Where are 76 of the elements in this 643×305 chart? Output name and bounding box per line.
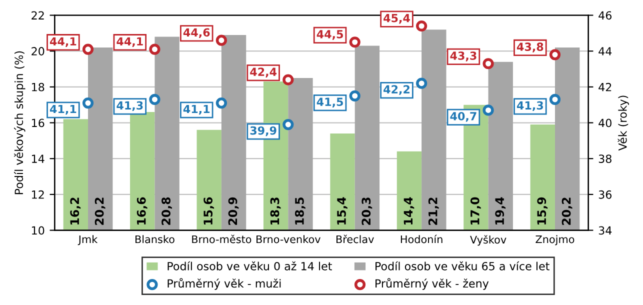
y-tick-label: 18 <box>32 82 44 92</box>
point <box>349 36 360 48</box>
data-label: 45,4 <box>384 14 410 24</box>
x-tick-label: Brno-město <box>192 234 252 244</box>
y-tick-label: 12 <box>32 190 44 199</box>
point <box>282 119 294 130</box>
x-tick-label: Břeclav <box>336 234 374 244</box>
point <box>82 44 94 55</box>
x-tick-label: Znojmo <box>536 235 574 246</box>
data-label: 17,0 <box>470 197 481 224</box>
y2-axis-title: Věk (roky) <box>618 96 629 151</box>
y2-tick-label: 36 <box>598 190 612 199</box>
legend-label: Podíl osob ve věku 0 až 14 let <box>168 261 332 270</box>
data-label: 14,4 <box>404 197 414 224</box>
data-label: 20,9 <box>228 197 239 225</box>
data-label: 42,4 <box>250 68 277 78</box>
data-label: 39,9 <box>250 126 276 136</box>
data-label: 20,2 <box>94 198 106 225</box>
legend-label: Podíl osob ve věku 65 a více let <box>376 261 550 270</box>
y-tick-label: 14 <box>32 154 44 163</box>
y-tick-label: 22 <box>32 11 44 20</box>
data-label: 21,2 <box>428 198 439 225</box>
data-label: 41,5 <box>316 98 343 108</box>
y2-tick-label: 40 <box>598 118 612 128</box>
y-tick-label: 16 <box>32 118 44 128</box>
point <box>349 90 360 102</box>
y2-tick-label: 34 <box>598 226 612 235</box>
point <box>549 94 561 106</box>
data-label: 20,3 <box>362 198 372 225</box>
legend-label: Průměrný věk - muži <box>168 278 281 290</box>
y-tick-label: 10 <box>32 226 44 235</box>
data-label: 15,4 <box>337 197 348 224</box>
point <box>416 78 428 89</box>
data-label: 18,5 <box>294 197 306 224</box>
data-label: 41,3 <box>516 101 543 112</box>
data-label: 19,4 <box>495 197 506 224</box>
data-label: 15,6 <box>204 197 214 224</box>
data-label: 15,9 <box>537 197 548 224</box>
data-label: 42,2 <box>384 85 410 95</box>
data-label: 43,8 <box>516 42 544 52</box>
point <box>482 104 494 116</box>
data-label: 16,6 <box>136 197 148 224</box>
point <box>482 58 494 70</box>
data-label: 43,3 <box>450 52 476 62</box>
point <box>216 34 227 46</box>
data-label: 44,5 <box>316 30 343 40</box>
data-label: 16,2 <box>70 198 81 224</box>
data-label: 41,1 <box>50 104 76 115</box>
legend-label: Průměrný věk - ženy <box>376 278 489 290</box>
x-tick-label: Brno-venkov <box>256 235 320 244</box>
data-label: 18,3 <box>270 198 281 224</box>
y2-tick-label: 44 <box>598 47 612 56</box>
data-label: 41,3 <box>116 101 143 112</box>
point <box>149 44 160 55</box>
y2-tick-label: 42 <box>598 82 612 92</box>
y2-tick-label: 46 <box>598 11 612 20</box>
y-tick-label: 20 <box>32 47 44 56</box>
point <box>282 74 294 86</box>
point <box>416 20 428 32</box>
point <box>149 94 160 106</box>
data-label: 20,8 <box>162 197 172 225</box>
y-axis-title: Podíl věkových skupin (%) <box>14 51 26 194</box>
x-tick-label: Hodonín <box>400 234 442 244</box>
point <box>216 97 227 109</box>
x-tick-label: Vyškov <box>470 235 506 246</box>
data-label: 44,1 <box>50 37 76 47</box>
data-label: 44,6 <box>183 28 210 38</box>
x-tick-label: Blansko <box>136 235 174 244</box>
data-label: 20,2 <box>562 198 572 225</box>
point <box>549 49 561 60</box>
data-label: 41,1 <box>183 104 210 115</box>
x-tick-label: Jmk <box>78 235 98 246</box>
data-label: 40,7 <box>450 112 476 122</box>
point <box>82 97 94 109</box>
data-label: 44,1 <box>116 37 143 47</box>
y2-tick-label: 38 <box>598 154 612 163</box>
